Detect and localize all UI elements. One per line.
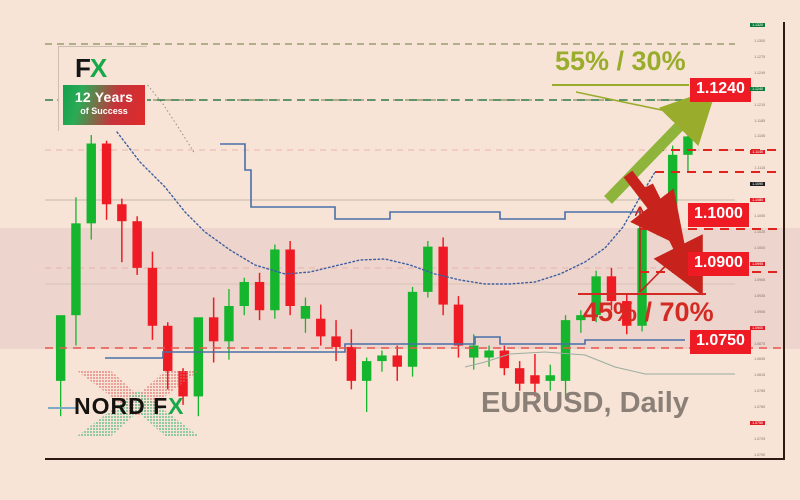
candle-body [484, 350, 494, 358]
price-badge-target-up: 1.1240 [690, 78, 751, 102]
axis-tick-label: 1.1275 [753, 53, 765, 59]
candle-body [316, 318, 326, 337]
candle-body [132, 221, 142, 268]
candle-body [285, 249, 295, 306]
candle-body [270, 249, 280, 311]
fx-brand-badge: FX 12 Years of Success [58, 46, 147, 131]
candle-body [193, 317, 204, 397]
axis-tick-label: 1.0965 [753, 276, 765, 282]
candle-body [239, 281, 249, 306]
nordfx-word: NORD F [74, 393, 169, 419]
instrument-timeframe-label: EURUSD, Daily [481, 387, 689, 419]
anniversary-headline: 12 Years [74, 89, 134, 105]
candle-body [71, 223, 81, 316]
nordfx-logo: NORD FX [48, 365, 228, 440]
nordfx-wordmark: NORD FX [74, 395, 185, 418]
axis-tick-label: 1.0845 [753, 356, 765, 362]
price-plot [45, 22, 735, 460]
nordfx-underline [48, 407, 76, 409]
bearish-annotation-underline [578, 293, 706, 295]
fx-logo-text: FX [75, 53, 107, 83]
axis-tick-label: 1.0900 [749, 324, 765, 330]
candle-body [530, 375, 540, 384]
fx-logo-letter-x: X [89, 53, 107, 83]
axis-tick-label: 1.1000 [753, 244, 765, 250]
candle-body [622, 301, 632, 326]
candle-body [606, 276, 617, 302]
axis-tick-label: 1.1249 [753, 69, 765, 75]
axis-tick-label: 1.0760 [753, 404, 765, 410]
candle-body [208, 317, 219, 342]
candle-body [346, 346, 357, 381]
candle-body [514, 368, 525, 384]
price-axis: 1.1320 1.1300 1.1275 1.1249 1.1240 1.1210 1.11… [736, 22, 766, 460]
axis-tick-label: 1.0935 [753, 292, 765, 298]
price-badge-target-down-2: 1.0900 [688, 252, 749, 276]
candle-body [591, 276, 601, 316]
price-badge-support: 1.0750 [690, 330, 751, 354]
bullish-forecast-label: 55% / 30% [555, 46, 686, 76]
candle-body [499, 350, 510, 369]
candle-body [178, 370, 188, 397]
bearish-forecast-label: 45% / 70% [583, 297, 714, 327]
axis-tick-label: 1.1025 [753, 229, 765, 235]
anniversary-badge: 12 Years of Success [63, 85, 145, 125]
fx-logo-letter-f: F [75, 53, 91, 83]
axis-tick-label: 1.1140 [750, 149, 765, 155]
nordfx-letter-x: X [168, 393, 185, 419]
candle-body [423, 246, 433, 292]
axis-tick-label: 1.0875 [753, 340, 765, 346]
axis-tick-label: 1.1210 [753, 101, 765, 107]
candle-body [300, 305, 311, 319]
candle-body [101, 143, 112, 205]
axis-tick-label: 1.1300 [753, 37, 765, 43]
nordfx-x-watermark [76, 370, 200, 437]
candle-body [224, 305, 234, 342]
candle-body [117, 204, 127, 222]
axis-tick-label: 1.1155 [754, 133, 765, 139]
candle-body [147, 267, 158, 326]
axis-tick-label: 1.1240 [749, 85, 765, 91]
axis-tick-label: 1.1115 [754, 165, 766, 171]
candle-body [453, 304, 464, 346]
axis-tick-label: 1.0995 [749, 260, 765, 266]
candle-body [560, 320, 571, 381]
candle-body [163, 325, 173, 371]
axis-tick-label: 1.0700 [753, 452, 765, 457]
candle-body [392, 355, 402, 367]
chart-frame [45, 22, 785, 460]
price-badge-target-down-1: 1.1000 [688, 203, 749, 227]
indicator-lines [105, 81, 735, 375]
axis-tick-label: 1.1185 [754, 117, 765, 123]
candle-body [86, 143, 96, 224]
candle-body [637, 228, 647, 326]
bullish-annotation-underline [552, 84, 689, 86]
candle-body [361, 361, 372, 381]
candle-body [377, 355, 387, 362]
axis-tick-label: 1.0785 [753, 388, 765, 394]
axis-tick-label: 1.1080 [749, 197, 765, 203]
candle-body [331, 336, 341, 347]
candle-body [545, 375, 555, 381]
axis-tick-label: 1.1320 [749, 22, 765, 27]
candle-body [469, 345, 479, 358]
axis-tick-label: 1.0815 [753, 372, 765, 378]
axis-tick-label: 1.1090 [749, 181, 765, 187]
axis-tick-label: 1.1055 [753, 213, 765, 219]
axis-tick-label: 1.0725 [753, 436, 765, 442]
candle-body [407, 291, 418, 367]
axis-tick-label: 1.0750 [749, 420, 765, 426]
candle-body [254, 281, 265, 311]
candle-body [667, 154, 678, 215]
anniversary-subline: of Success [80, 106, 128, 116]
axis-tick-label: 1.0905 [753, 308, 765, 314]
candle-body [576, 315, 586, 321]
